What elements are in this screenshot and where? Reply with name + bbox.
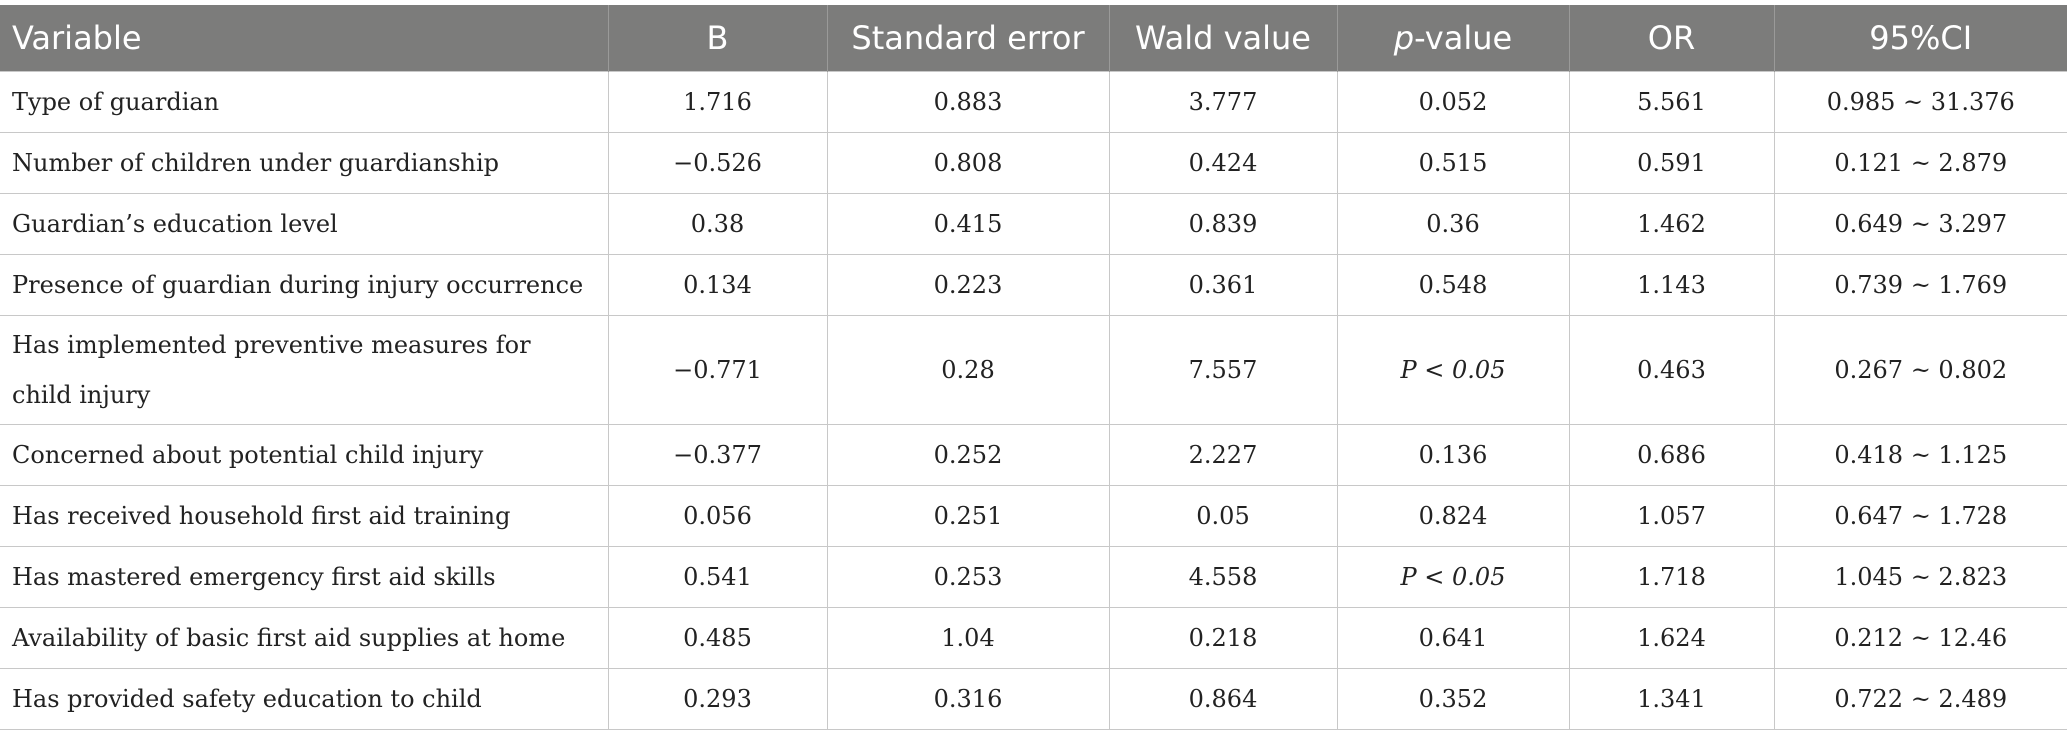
cell-ci: 1.045 ~ 2.823 xyxy=(1773,546,2067,608)
table-row: Concerned about potential child injury −0… xyxy=(0,424,2067,486)
cell-p-value: 0.36 xyxy=(1336,193,1569,255)
cell-b: 1.716 xyxy=(607,71,827,133)
cell-ci: 0.649 ~ 3.297 xyxy=(1773,193,2067,255)
cell-variable: Availability of basic first aid supplies… xyxy=(0,607,608,669)
cell-ci: 0.121 ~ 2.879 xyxy=(1773,132,2067,194)
cell-p-value: 0.548 xyxy=(1336,254,1569,316)
regression-table: Variable B Standard error Wald value p-v… xyxy=(0,5,2067,730)
cell-wald-value: 3.777 xyxy=(1108,71,1337,133)
header-ci: 95%CI xyxy=(1773,5,2067,72)
cell-standard-error: 0.253 xyxy=(826,546,1109,608)
cell-variable: Has provided safety education to child xyxy=(0,668,608,730)
cell-b: 0.485 xyxy=(607,607,827,669)
table-row: Has provided safety education to child 0.… xyxy=(0,668,2067,730)
cell-variable: Guardian’s education level xyxy=(0,193,608,255)
cell-ci: 0.212 ~ 12.46 xyxy=(1773,607,2067,669)
cell-wald-value: 2.227 xyxy=(1108,424,1337,486)
cell-standard-error: 1.04 xyxy=(826,607,1109,669)
cell-variable: Has mastered emergency first aid skills xyxy=(0,546,608,608)
cell-variable: Presence of guardian during injury occur… xyxy=(0,254,608,316)
cell-or: 1.057 xyxy=(1568,485,1774,547)
cell-or: 5.561 xyxy=(1568,71,1774,133)
cell-p-value: P < 0.05 xyxy=(1336,315,1569,425)
table-row: Guardian’s education level 0.38 0.415 0.839… xyxy=(0,193,2067,255)
table-row: Availability of basic first aid supplies… xyxy=(0,607,2067,669)
table-row: Has implemented preventive measures for … xyxy=(0,315,2067,425)
cell-variable: Has implemented preventive measures for … xyxy=(0,315,608,425)
cell-wald-value: 7.557 xyxy=(1108,315,1337,425)
cell-or: 1.718 xyxy=(1568,546,1774,608)
cell-p-value: 0.515 xyxy=(1336,132,1569,194)
header-or: OR xyxy=(1568,5,1774,72)
cell-variable: Concerned about potential child injury xyxy=(0,424,608,486)
cell-variable: Number of children under guardianship xyxy=(0,132,608,194)
cell-p-value: P < 0.05 xyxy=(1336,546,1569,608)
cell-or: 0.686 xyxy=(1568,424,1774,486)
cell-standard-error: 0.223 xyxy=(826,254,1109,316)
regression-table-container: Variable B Standard error Wald value p-v… xyxy=(0,5,2067,730)
table-row: Type of guardian 1.716 0.883 3.777 0.052 5.56… xyxy=(0,71,2067,133)
cell-wald-value: 0.864 xyxy=(1108,668,1337,730)
cell-p-value: 0.824 xyxy=(1336,485,1569,547)
cell-wald-value: 4.558 xyxy=(1108,546,1337,608)
cell-b: −0.771 xyxy=(607,315,827,425)
header-wald-value: Wald value xyxy=(1108,5,1337,72)
cell-b: 0.38 xyxy=(607,193,827,255)
cell-standard-error: 0.28 xyxy=(826,315,1109,425)
header-variable: Variable xyxy=(0,5,608,72)
cell-or: 0.591 xyxy=(1568,132,1774,194)
cell-ci: 0.739 ~ 1.769 xyxy=(1773,254,2067,316)
cell-standard-error: 0.415 xyxy=(826,193,1109,255)
table-body: Type of guardian 1.716 0.883 3.777 0.052 5.56… xyxy=(0,71,2067,730)
cell-standard-error: 0.883 xyxy=(826,71,1109,133)
cell-or: 1.462 xyxy=(1568,193,1774,255)
header-p-value: p-value xyxy=(1336,5,1569,72)
table-header: Variable B Standard error Wald value p-v… xyxy=(0,5,2067,72)
cell-wald-value: 0.361 xyxy=(1108,254,1337,316)
cell-ci: 0.985 ~ 31.376 xyxy=(1773,71,2067,133)
cell-ci: 0.647 ~ 1.728 xyxy=(1773,485,2067,547)
cell-ci: 0.722 ~ 2.489 xyxy=(1773,668,2067,730)
cell-variable: Has received household first aid trainin… xyxy=(0,485,608,547)
cell-or: 1.143 xyxy=(1568,254,1774,316)
cell-variable: Type of guardian xyxy=(0,71,608,133)
header-standard-error: Standard error xyxy=(826,5,1109,72)
cell-p-value: 0.352 xyxy=(1336,668,1569,730)
header-b: B xyxy=(607,5,827,72)
header-p-value-italic: p xyxy=(1393,19,1415,57)
cell-wald-value: 0.839 xyxy=(1108,193,1337,255)
cell-standard-error: 0.316 xyxy=(826,668,1109,730)
cell-wald-value: 0.424 xyxy=(1108,132,1337,194)
cell-b: 0.134 xyxy=(607,254,827,316)
cell-p-value: 0.052 xyxy=(1336,71,1569,133)
cell-b: 0.293 xyxy=(607,668,827,730)
cell-wald-value: 0.218 xyxy=(1108,607,1337,669)
cell-b: 0.541 xyxy=(607,546,827,608)
table-row: Has received household first aid trainin… xyxy=(0,485,2067,547)
cell-or: 0.463 xyxy=(1568,315,1774,425)
cell-wald-value: 0.05 xyxy=(1108,485,1337,547)
cell-ci: 0.418 ~ 1.125 xyxy=(1773,424,2067,486)
table-row: Presence of guardian during injury occur… xyxy=(0,254,2067,316)
header-row: Variable B Standard error Wald value p-v… xyxy=(0,5,2067,72)
cell-or: 1.624 xyxy=(1568,607,1774,669)
cell-standard-error: 0.252 xyxy=(826,424,1109,486)
header-p-value-suffix: -value xyxy=(1414,19,1513,57)
cell-b: −0.526 xyxy=(607,132,827,194)
cell-p-value: 0.136 xyxy=(1336,424,1569,486)
cell-b: −0.377 xyxy=(607,424,827,486)
table-row: Number of children under guardianship −0.… xyxy=(0,132,2067,194)
cell-standard-error: 0.808 xyxy=(826,132,1109,194)
cell-ci: 0.267 ~ 0.802 xyxy=(1773,315,2067,425)
cell-standard-error: 0.251 xyxy=(826,485,1109,547)
cell-b: 0.056 xyxy=(607,485,827,547)
cell-p-value: 0.641 xyxy=(1336,607,1569,669)
cell-or: 1.341 xyxy=(1568,668,1774,730)
table-row: Has mastered emergency first aid skills 0… xyxy=(0,546,2067,608)
